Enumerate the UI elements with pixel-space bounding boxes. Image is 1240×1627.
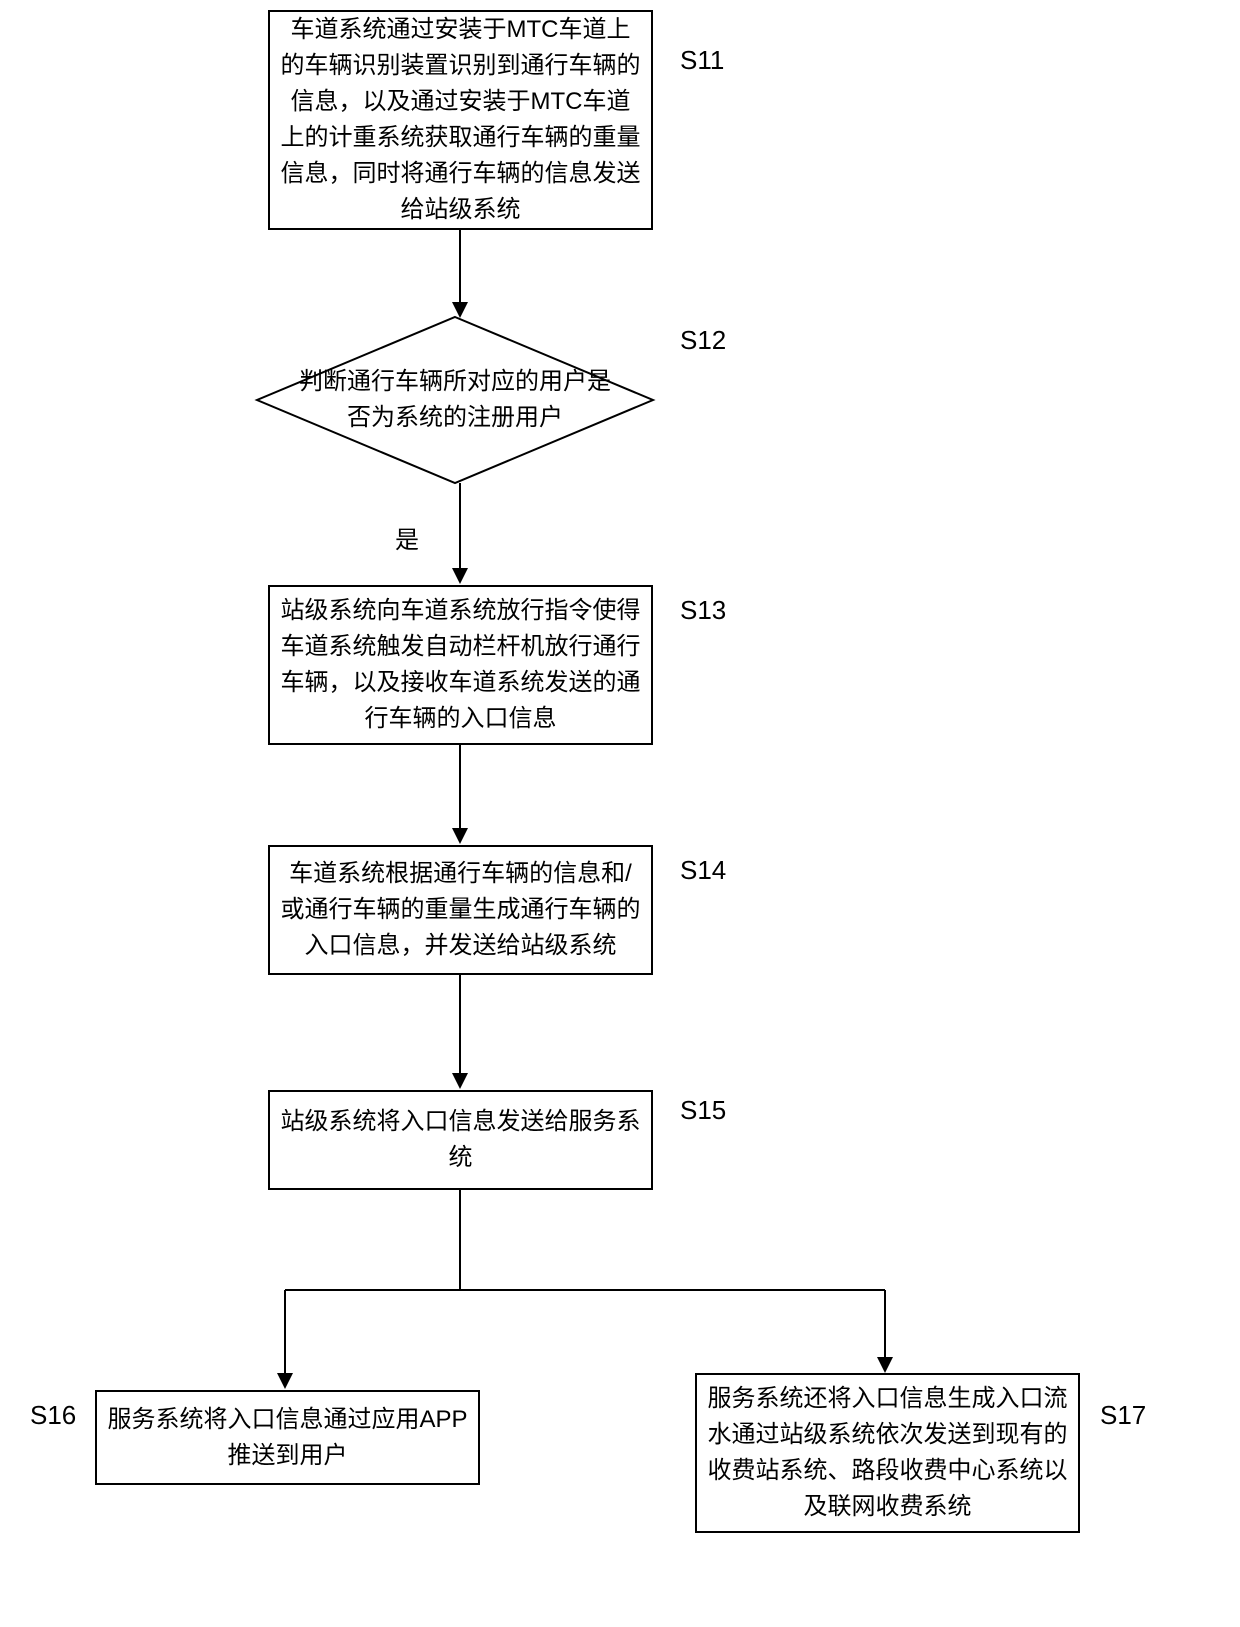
- step-s11: 车道系统通过安装于MTC车道上的车辆识别装置识别到通行车辆的信息，以及通过安装于…: [268, 10, 653, 230]
- step-s15-text: 站级系统将入口信息发送给服务系统: [280, 1104, 641, 1176]
- step-s12-label: S12: [680, 325, 726, 356]
- step-s17-text: 服务系统还将入口信息生成入口流水通过站级系统依次发送到现有的收费站系统、路段收费…: [707, 1381, 1068, 1525]
- step-s13-label: S13: [680, 595, 726, 626]
- edge-s13-s14: [455, 745, 475, 848]
- edge-s11-s12: [455, 230, 475, 320]
- step-s17: 服务系统还将入口信息生成入口流水通过站级系统依次发送到现有的收费站系统、路段收费…: [695, 1373, 1080, 1533]
- step-s17-label: S17: [1100, 1400, 1146, 1431]
- step-s14-label: S14: [680, 855, 726, 886]
- edge-s12-s13: [455, 483, 475, 588]
- step-s13: 站级系统向车道系统放行指令使得车道系统触发自动栏杆机放行通行车辆，以及接收车道系…: [268, 585, 653, 745]
- edge-s12-s13-label: 是: [395, 520, 419, 555]
- step-s14: 车道系统根据通行车辆的信息和/或通行车辆的重量生成通行车辆的入口信息，并发送给站…: [268, 845, 653, 975]
- edge-s14-s15: [455, 975, 475, 1093]
- step-s15: 站级系统将入口信息发送给服务系统: [268, 1090, 653, 1190]
- step-s11-text: 车道系统通过安装于MTC车道上的车辆识别装置识别到通行车辆的信息，以及通过安装于…: [280, 12, 641, 228]
- step-s15-label: S15: [680, 1095, 726, 1126]
- step-s13-text: 站级系统向车道系统放行指令使得车道系统触发自动栏杆机放行通行车辆，以及接收车道系…: [280, 593, 641, 737]
- step-s11-label: S11: [680, 45, 724, 76]
- step-s16-text: 服务系统将入口信息通过应用APP推送到用户: [107, 1402, 468, 1474]
- step-s14-text: 车道系统根据通行车辆的信息和/或通行车辆的重量生成通行车辆的入口信息，并发送给站…: [280, 856, 641, 964]
- step-s16-label: S16: [30, 1400, 76, 1431]
- step-s16: 服务系统将入口信息通过应用APP推送到用户: [95, 1390, 480, 1485]
- edge-s15-split: [230, 1190, 930, 1400]
- step-s12-diamond: [255, 315, 655, 485]
